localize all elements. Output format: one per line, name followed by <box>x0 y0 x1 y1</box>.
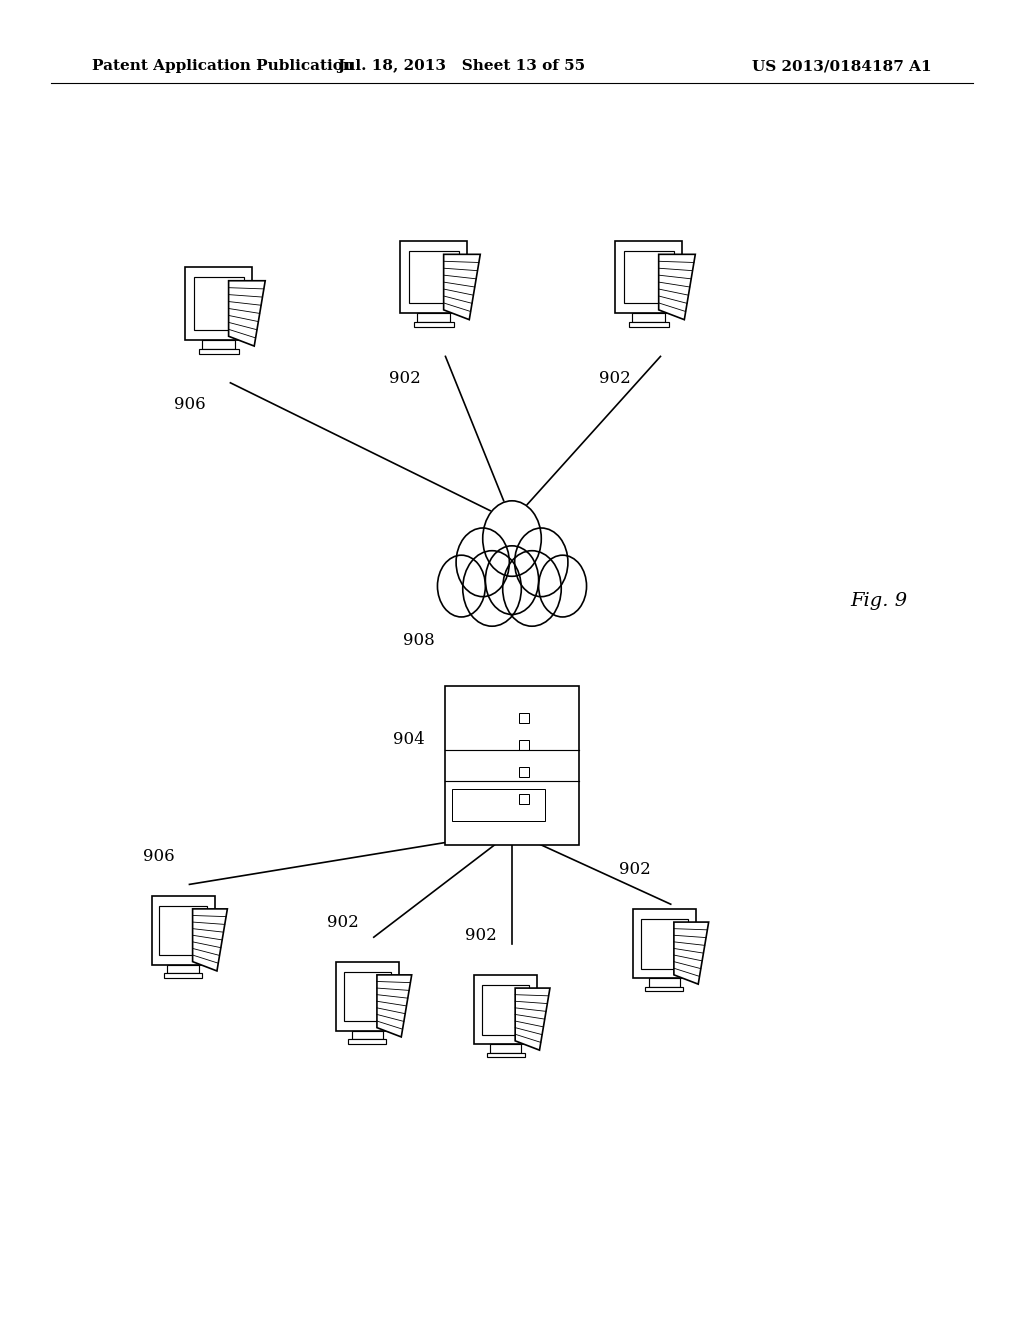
Bar <box>453 789 545 821</box>
Circle shape <box>515 528 568 597</box>
Bar <box>400 240 467 313</box>
Bar <box>474 975 538 1044</box>
Polygon shape <box>443 255 480 319</box>
Text: US 2013/0184187 A1: US 2013/0184187 A1 <box>753 59 932 74</box>
Bar <box>518 713 529 723</box>
Bar <box>185 267 252 339</box>
Bar <box>518 795 529 804</box>
Text: 906: 906 <box>143 847 174 865</box>
Bar <box>633 909 696 978</box>
Bar <box>348 1039 386 1044</box>
Bar <box>632 313 666 322</box>
Polygon shape <box>377 975 412 1038</box>
Text: 902: 902 <box>618 861 651 878</box>
Bar <box>482 985 529 1035</box>
Bar <box>648 978 680 986</box>
Bar <box>518 767 529 776</box>
Text: 902: 902 <box>327 913 359 931</box>
Circle shape <box>485 545 539 615</box>
Bar <box>336 962 399 1031</box>
Text: 904: 904 <box>393 731 425 747</box>
Circle shape <box>463 550 521 626</box>
Bar <box>489 1044 521 1052</box>
Text: 902: 902 <box>388 370 421 387</box>
Polygon shape <box>674 923 709 985</box>
Circle shape <box>539 556 587 616</box>
Bar <box>167 965 199 973</box>
Text: 902: 902 <box>598 370 631 387</box>
Bar <box>202 339 236 348</box>
Text: 906: 906 <box>174 396 205 413</box>
Text: Fig. 9: Fig. 9 <box>850 591 907 610</box>
Bar <box>409 251 459 304</box>
Circle shape <box>456 528 509 597</box>
Polygon shape <box>658 255 695 319</box>
Bar <box>445 686 579 845</box>
Circle shape <box>482 500 542 577</box>
Bar <box>417 313 451 322</box>
Text: 902: 902 <box>465 927 498 944</box>
Text: Patent Application Publication: Patent Application Publication <box>92 59 354 74</box>
Bar <box>624 251 674 304</box>
Polygon shape <box>515 989 550 1051</box>
Bar <box>199 348 239 354</box>
Bar <box>351 1031 383 1039</box>
Text: Jul. 18, 2013   Sheet 13 of 55: Jul. 18, 2013 Sheet 13 of 55 <box>337 59 585 74</box>
Bar <box>645 986 683 991</box>
Bar <box>414 322 454 327</box>
Bar <box>629 322 669 327</box>
Bar <box>160 906 207 956</box>
Bar <box>194 277 244 330</box>
Bar <box>486 1052 524 1057</box>
Circle shape <box>437 556 485 616</box>
Circle shape <box>503 550 561 626</box>
Text: 908: 908 <box>403 632 435 648</box>
Bar <box>344 972 391 1022</box>
Polygon shape <box>193 909 227 972</box>
Bar <box>164 973 202 978</box>
Bar <box>615 240 682 313</box>
Bar <box>518 741 529 750</box>
Polygon shape <box>228 281 265 346</box>
Bar <box>641 919 688 969</box>
Bar <box>152 896 215 965</box>
